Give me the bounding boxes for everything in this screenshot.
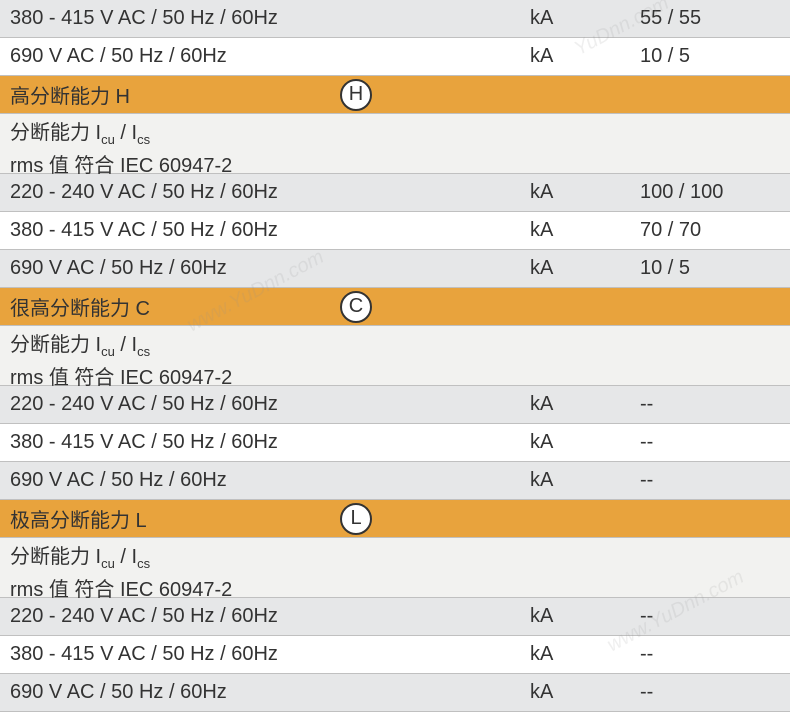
section-subheader: 分断能力 Icu / Icsrms 值 符合 IEC 60947-2 [0,538,790,598]
section-subheader: 分断能力 Icu / Icsrms 值 符合 IEC 60947-2 [0,326,790,386]
row-label: 380 - 415 V AC / 50 Hz / 60Hz [10,431,530,454]
data-row: 690 V AC / 50 Hz / 60HzkA10 / 5 [0,38,790,76]
row-value: -- [640,393,780,416]
subheader-line1: 分断能力 Icu / Ics [10,332,780,365]
data-row: 690 V AC / 50 Hz / 60HzkA10 / 5 [0,250,790,288]
subheader-line1: 分断能力 Icu / Ics [10,544,780,577]
row-value: 70 / 70 [640,219,780,242]
row-unit: kA [530,181,640,204]
section-header: 极高分断能力 LL [0,500,790,538]
row-label: 380 - 415 V AC / 50 Hz / 60Hz [10,643,530,666]
data-row: 380 - 415 V AC / 50 Hz / 60HzkA55 / 55 [0,0,790,38]
row-label: 690 V AC / 50 Hz / 60Hz [10,257,530,280]
section-header: 很高分断能力 CC [0,288,790,326]
section-badge-icon: L [340,503,372,535]
section-title: 高分断能力 H [10,80,530,109]
data-row: 380 - 415 V AC / 50 Hz / 60HzkA70 / 70 [0,212,790,250]
subheader-line1: 分断能力 Icu / Ics [10,120,780,153]
data-row: 380 - 415 V AC / 50 Hz / 60HzkA-- [0,424,790,462]
row-value: -- [640,431,780,454]
section-badge-icon: H [340,79,372,111]
data-row: 380 - 415 V AC / 50 Hz / 60HzkA-- [0,636,790,674]
section-header: 高分断能力 HH [0,76,790,114]
row-value: -- [640,469,780,492]
row-label: 690 V AC / 50 Hz / 60Hz [10,45,530,68]
row-unit: kA [530,219,640,242]
row-unit: kA [530,431,640,454]
row-unit: kA [530,7,640,30]
row-value: -- [640,605,780,628]
row-label: 220 - 240 V AC / 50 Hz / 60Hz [10,605,530,628]
row-label: 220 - 240 V AC / 50 Hz / 60Hz [10,181,530,204]
section-title: 很高分断能力 C [10,292,530,321]
row-value: 55 / 55 [640,7,780,30]
row-unit: kA [530,681,640,704]
data-row: 220 - 240 V AC / 50 Hz / 60HzkA-- [0,598,790,636]
section-subheader: 分断能力 Icu / Icsrms 值 符合 IEC 60947-2 [0,114,790,174]
spec-table: 380 - 415 V AC / 50 Hz / 60HzkA55 / 5569… [0,0,790,712]
row-unit: kA [530,643,640,666]
data-row: 690 V AC / 50 Hz / 60HzkA-- [0,462,790,500]
row-value: 10 / 5 [640,45,780,68]
row-value: -- [640,643,780,666]
row-value: 10 / 5 [640,257,780,280]
row-label: 380 - 415 V AC / 50 Hz / 60Hz [10,7,530,30]
row-unit: kA [530,605,640,628]
section-badge-icon: C [340,291,372,323]
data-row: 690 V AC / 50 Hz / 60HzkA-- [0,674,790,712]
row-unit: kA [530,393,640,416]
row-label: 380 - 415 V AC / 50 Hz / 60Hz [10,219,530,242]
row-value: 100 / 100 [640,181,780,204]
data-row: 220 - 240 V AC / 50 Hz / 60HzkA100 / 100 [0,174,790,212]
row-unit: kA [530,45,640,68]
data-row: 220 - 240 V AC / 50 Hz / 60HzkA-- [0,386,790,424]
row-label: 690 V AC / 50 Hz / 60Hz [10,681,530,704]
row-unit: kA [530,469,640,492]
row-value: -- [640,681,780,704]
row-label: 220 - 240 V AC / 50 Hz / 60Hz [10,393,530,416]
row-label: 690 V AC / 50 Hz / 60Hz [10,469,530,492]
section-title: 极高分断能力 L [10,504,530,533]
row-unit: kA [530,257,640,280]
